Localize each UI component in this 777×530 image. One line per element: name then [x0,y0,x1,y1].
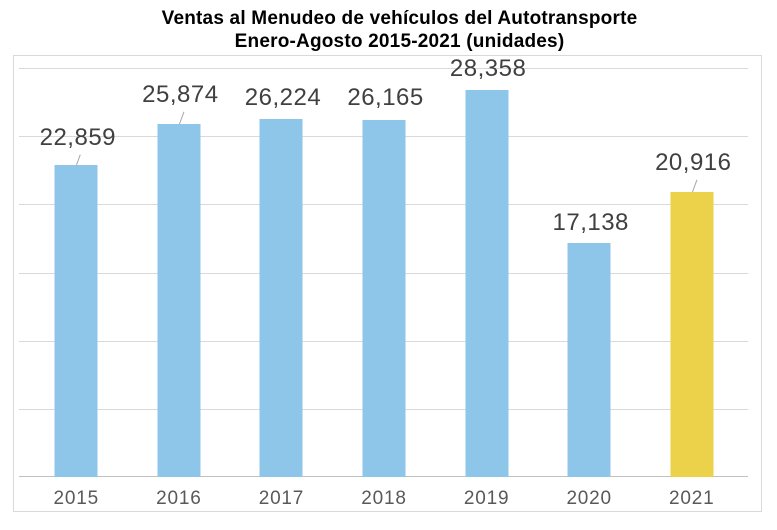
bar-2019 [465,90,509,477]
label-leader-line [76,154,82,166]
label-leader-line [691,179,698,193]
chart-title: Ventas al Menudeo de vehículos del Autot… [11,7,777,53]
bar-2016 [157,124,201,477]
chart-title-line2: Enero-Agosto 2015-2021 (unidades) [234,31,565,52]
bar-2018 [362,120,406,477]
category-label-2019: 2019 [463,488,510,509]
bar-2020 [567,243,611,477]
data-label-2015: 22,859 [39,124,117,151]
bar-2017 [259,119,303,477]
bar-2021 [670,192,714,477]
category-label-2020: 2020 [566,488,612,509]
data-label-2021: 20,916 [655,149,732,176]
label-leader-line [178,111,185,125]
bar-column-2016: 25,874 2016 [128,56,231,509]
category-label-2021: 2021 [669,488,715,509]
bar-column-2018: 26,165 2018 [333,56,436,509]
data-label-2017: 26,224 [244,84,322,111]
bars-layer: 22,859 2015 25,874 2016 26,224 2017 26,165 2018… [25,55,743,509]
data-label-2016: 25,874 [142,81,219,108]
category-label-2018: 2018 [361,488,407,509]
category-label-2015: 2015 [53,488,100,509]
data-label-2018: 26,165 [347,84,424,111]
bar-2015 [54,165,98,477]
bar-column-2015: 22,859 2015 [25,56,128,509]
gridline [19,68,748,69]
bar-column-2017: 26,224 2017 [230,56,333,509]
plot-area: 22,859 2015 25,874 2016 26,224 2017 26,165 2018… [13,55,762,512]
bar-column-2019: 28,358 2019 [435,55,538,509]
bar-column-2021: 20,916 2021 [640,56,743,509]
chart-title-line1: Ventas al Menudeo de vehículos del Autot… [161,8,638,29]
category-label-2016: 2016 [156,488,202,509]
bar-column-2020: 17,138 2020 [538,56,641,509]
data-label-2019: 28,358 [449,55,527,82]
data-label-2020: 17,138 [552,209,629,236]
category-label-2017: 2017 [258,488,305,509]
